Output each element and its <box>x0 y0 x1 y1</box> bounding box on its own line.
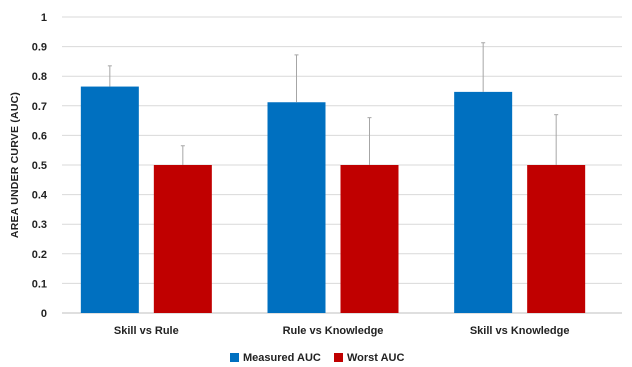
y-tick-label: 0 <box>41 308 47 320</box>
y-axis-label: AREA UNDER CURVE (AUC) <box>9 92 21 238</box>
y-tick-label: 0.2 <box>32 249 47 261</box>
y-tick-label: 0.1 <box>32 278 47 290</box>
legend-swatch-worst <box>334 353 343 362</box>
bars <box>80 86 586 313</box>
y-tick-label: 0.4 <box>32 190 48 202</box>
legend-label-measured: Measured AUC <box>243 352 321 364</box>
x-category-label: Rule vs Knowledge <box>283 325 384 337</box>
y-tick-label: 0.9 <box>32 42 47 54</box>
category-labels: Skill vs Rule Rule vs Knowledge Skill vs K… <box>114 325 570 337</box>
y-tick-label: 1 <box>41 12 47 24</box>
error-bars <box>107 42 559 165</box>
y-tick-label: 0.8 <box>32 71 47 83</box>
legend: Measured AUC Worst AUC <box>230 352 405 364</box>
legend-label-worst: Worst AUC <box>347 352 405 364</box>
bar-worst-2 <box>340 165 399 313</box>
y-tick-label: 0.7 <box>32 101 47 113</box>
x-category-label: Skill vs Rule <box>114 325 179 337</box>
legend-swatch-measured <box>230 353 239 362</box>
y-tick-label: 0.6 <box>32 130 47 142</box>
bar-worst-3 <box>527 165 586 313</box>
y-axis-ticks: 0 0.1 0.2 0.3 0.4 0.5 0.6 0.7 0.8 0.9 1 <box>32 12 48 320</box>
x-category-label: Skill vs Knowledge <box>470 325 570 337</box>
bar-measured-3 <box>454 91 513 313</box>
bar-worst-1 <box>153 165 212 313</box>
y-tick-label: 0.5 <box>32 160 47 172</box>
y-tick-label: 0.3 <box>32 219 47 231</box>
bar-measured-2 <box>267 102 326 313</box>
bar-measured-1 <box>80 86 139 313</box>
